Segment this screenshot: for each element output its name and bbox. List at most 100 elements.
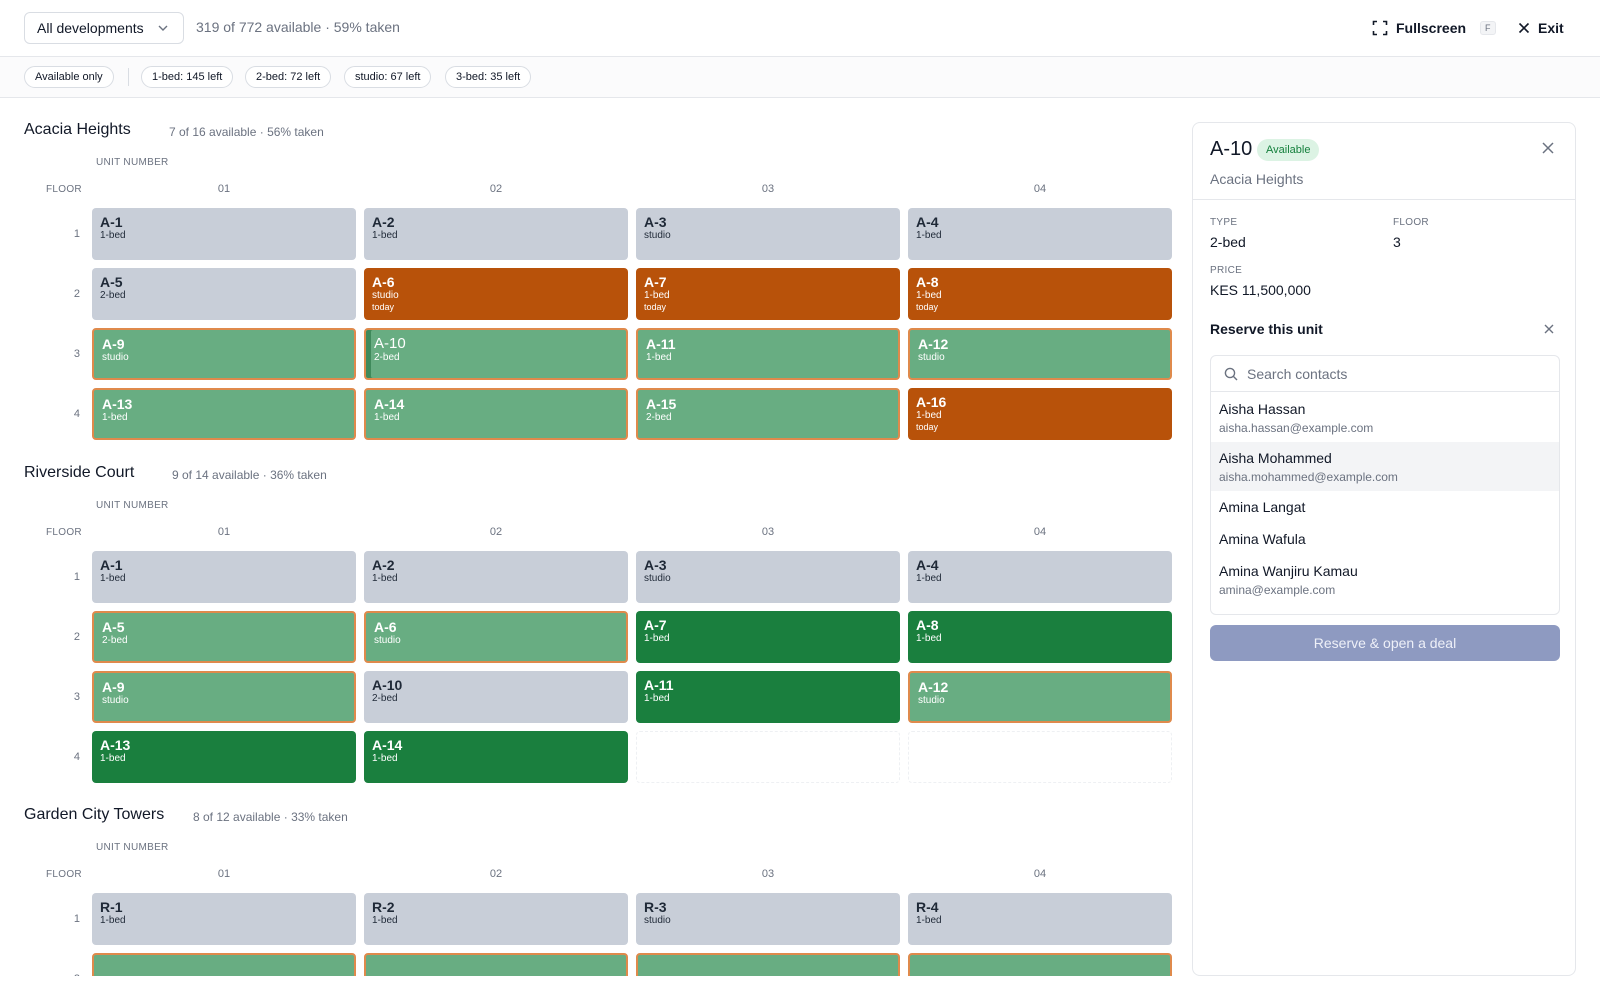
- unit-tile[interactable]: [92, 953, 356, 976]
- exit-button[interactable]: Exit: [1518, 16, 1564, 40]
- unit-tile[interactable]: A-6 studio today: [364, 268, 628, 320]
- unit-tile[interactable]: A-5 2-bed: [92, 268, 356, 320]
- filter-chip-1-bed[interactable]: 1-bed: 145 left: [141, 66, 234, 88]
- contact-option[interactable]: Amina Wanjiru Kamau amina@example.com: [1211, 555, 1559, 604]
- unit-tile[interactable]: A-8 1-bed: [908, 611, 1172, 663]
- search-input[interactable]: [1247, 362, 1547, 386]
- fullscreen-button[interactable]: Fullscreen F: [1372, 16, 1496, 40]
- unit-tile[interactable]: A-2 1-bed: [364, 208, 628, 260]
- unit-type: 1-bed: [102, 412, 128, 423]
- unit-type: 1-bed: [916, 410, 942, 421]
- floor-number: 4: [73, 751, 80, 763]
- unit-tile[interactable]: A-12 studio: [908, 328, 1172, 380]
- unit-type: 1-bed: [100, 915, 126, 926]
- column-header: 04: [1033, 868, 1047, 880]
- available-only-toggle[interactable]: Available only: [24, 66, 114, 88]
- column-header: 03: [761, 868, 775, 880]
- unit-id: A-15: [646, 396, 677, 412]
- floor-label: FLOOR: [46, 527, 82, 538]
- availability-summary: 319 of 772 available · 59% taken: [196, 19, 400, 35]
- unit-id: A-2: [372, 214, 395, 230]
- unit-tile[interactable]: [636, 953, 900, 976]
- column-header: 02: [489, 183, 503, 195]
- development-select[interactable]: All developments: [24, 12, 184, 44]
- unit-tile[interactable]: R-4 1-bed: [908, 893, 1172, 945]
- unit-id: R-4: [916, 899, 939, 915]
- unit-id: A-13: [100, 737, 131, 753]
- reserve-deal-button[interactable]: Reserve & open a deal: [1210, 625, 1560, 661]
- contact-option[interactable]: Amina Langat: [1211, 491, 1559, 523]
- filter-chip-studio[interactable]: studio: 67 left: [344, 66, 432, 88]
- unit-tile[interactable]: A-13 1-bed: [92, 731, 356, 783]
- empty-slot: [636, 731, 900, 783]
- unit-tile[interactable]: R-2 1-bed: [364, 893, 628, 945]
- unit-type: 1-bed: [646, 352, 672, 363]
- unit-type: 1-bed: [372, 573, 398, 584]
- panel-divider: [1193, 199, 1575, 200]
- unit-tile[interactable]: A-12 studio: [908, 671, 1172, 723]
- unit-type: 1-bed: [916, 633, 942, 644]
- development-title: Garden City Towers: [24, 806, 165, 823]
- filter-chip-2-bed[interactable]: 2-bed: 72 left: [245, 66, 332, 88]
- unit-tile[interactable]: A-4 1-bed: [908, 208, 1172, 260]
- unit-tile[interactable]: A-2 1-bed: [364, 551, 628, 603]
- unit-tile[interactable]: A-15 2-bed: [636, 388, 900, 440]
- unit-tile[interactable]: A-6 studio: [364, 611, 628, 663]
- unit-id: A-7: [644, 617, 667, 633]
- unit-grid-area: Acacia Heights 7 of 16 available · 56% ta…: [0, 98, 1180, 976]
- unit-tile[interactable]: R-3 studio: [636, 893, 900, 945]
- unit-tile[interactable]: A-9 studio: [92, 328, 356, 380]
- contact-option[interactable]: Amina Wafula: [1211, 523, 1559, 555]
- unit-tile[interactable]: A-16 1-bed today: [908, 388, 1172, 440]
- column-header: 03: [761, 183, 775, 195]
- column-header: 01: [217, 526, 231, 538]
- unit-tile[interactable]: A-14 1-bed: [364, 388, 628, 440]
- unit-tile[interactable]: A-4 1-bed: [908, 551, 1172, 603]
- unit-id: A-12: [918, 679, 949, 695]
- unit-id: A-11: [644, 677, 674, 693]
- contact-option[interactable]: Aisha Hassan aisha.hassan@example.com: [1211, 393, 1559, 442]
- column-header: 01: [217, 868, 231, 880]
- unit-tile[interactable]: A-3 studio: [636, 551, 900, 603]
- close-icon[interactable]: [1543, 323, 1555, 335]
- development-select-value: All developments: [37, 20, 144, 36]
- unit-tile[interactable]: A-1 1-bed: [92, 208, 356, 260]
- unit-type: 1-bed: [372, 230, 398, 241]
- unit-tile[interactable]: R-1 1-bed: [92, 893, 356, 945]
- unit-tile[interactable]: A-9 studio: [92, 671, 356, 723]
- close-icon[interactable]: [1541, 141, 1555, 155]
- filter-bar: Available only 1-bed: 145 left 2-bed: 72…: [0, 57, 1600, 98]
- contact-option[interactable]: Aisha Mohammed aisha.mohammed@example.com: [1211, 442, 1559, 491]
- column-header: 01: [217, 183, 231, 195]
- unit-tile[interactable]: A-3 studio: [636, 208, 900, 260]
- unit-tile[interactable]: A-11 1-bed: [636, 671, 900, 723]
- unit-tile[interactable]: [364, 953, 628, 976]
- unit-tile[interactable]: A-7 1-bed today: [636, 268, 900, 320]
- unit-type: 2-bed: [100, 290, 126, 301]
- unit-tile[interactable]: A-10 2-bed: [364, 328, 628, 380]
- unit-id: A-8: [916, 617, 939, 633]
- unit-tile[interactable]: A-5 2-bed: [92, 611, 356, 663]
- unit-type: 1-bed: [916, 915, 942, 926]
- filter-chip-3-bed[interactable]: 3-bed: 35 left: [445, 66, 532, 88]
- unit-type: 1-bed: [644, 290, 670, 301]
- unit-type: 1-bed: [374, 412, 400, 423]
- unit-id: A-9: [102, 679, 125, 695]
- unit-tile[interactable]: A-8 1-bed today: [908, 268, 1172, 320]
- unit-id: A-3: [644, 557, 667, 573]
- unit-tile[interactable]: A-14 1-bed: [364, 731, 628, 783]
- floor-value: 3: [1393, 234, 1401, 250]
- floor-label: FLOOR: [46, 869, 82, 880]
- unit-tile[interactable]: A-13 1-bed: [92, 388, 356, 440]
- floor-number: 1: [73, 571, 80, 583]
- unit-type: 1-bed: [916, 573, 942, 584]
- unit-tile[interactable]: [908, 953, 1172, 976]
- type-label: TYPE: [1210, 217, 1238, 228]
- unit-tile[interactable]: A-7 1-bed: [636, 611, 900, 663]
- unit-tile[interactable]: A-10 2-bed: [364, 671, 628, 723]
- unit-note: today: [372, 302, 395, 312]
- unit-id: A-16: [916, 394, 947, 410]
- unit-type: 1-bed: [372, 915, 398, 926]
- unit-tile[interactable]: A-11 1-bed: [636, 328, 900, 380]
- unit-tile[interactable]: A-1 1-bed: [92, 551, 356, 603]
